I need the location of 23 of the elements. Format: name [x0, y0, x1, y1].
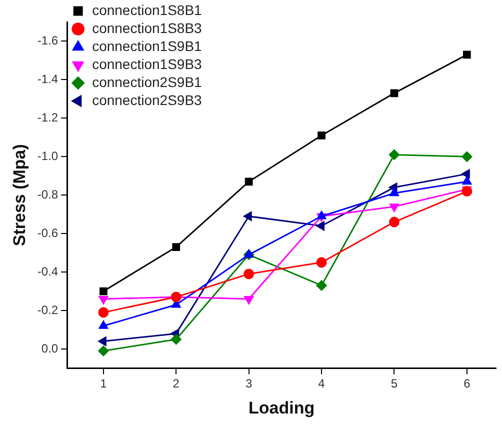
legend-label: connection1S9B1: [92, 38, 202, 54]
x-tick-label: 6: [464, 376, 471, 391]
y-tick-label: -0.8: [37, 187, 58, 202]
x-tick-label: 2: [172, 376, 180, 391]
y-tick-label: -0.4: [37, 264, 58, 278]
y-axis-title: Stress (Mpa): [10, 144, 29, 246]
y-tick-label: -1.2: [37, 110, 58, 124]
y-tick-label: 0.0: [41, 341, 58, 356]
legend-label: connection1S9B3: [92, 56, 202, 72]
legend-label: connection1S8B3: [92, 20, 202, 36]
x-axis-title: Loading: [248, 398, 315, 418]
x-tick-label: 5: [390, 376, 398, 391]
y-tick-label: -1.0: [37, 148, 58, 163]
legend-label: connection2S9B1: [92, 74, 202, 90]
y-tick-label: -0.2: [37, 302, 58, 317]
x-tick-label: 4: [318, 376, 326, 391]
x-tick-label: 1: [100, 376, 108, 391]
x-tick-label: 3: [245, 376, 252, 391]
legend-label: connection2S9B3: [92, 92, 202, 108]
legend-label: connection1S8B1: [92, 2, 202, 18]
y-tick-label: -1.4: [37, 72, 58, 86]
y-tick-label: -0.6: [37, 226, 58, 240]
y-tick-label: -1.6: [37, 34, 58, 48]
